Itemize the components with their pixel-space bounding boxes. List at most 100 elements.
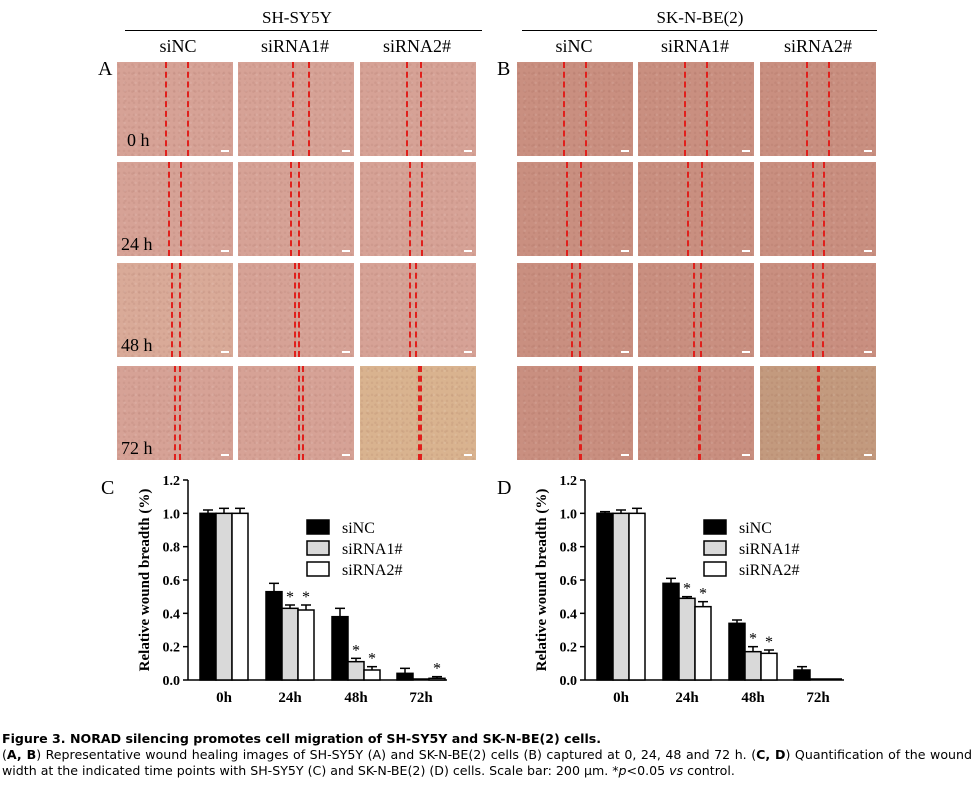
significance-star: * xyxy=(683,581,691,598)
bar-sirna1-0h xyxy=(612,512,630,681)
legend-label: siNC xyxy=(342,520,375,537)
panel-letter-a: A xyxy=(98,58,113,80)
bar-sirna2-0h xyxy=(628,512,646,681)
scale-bar xyxy=(221,454,229,456)
micrograph-b-sirna1-72h xyxy=(638,366,754,460)
bar-sirna2-48h xyxy=(760,652,778,681)
chart-c: Relative wound breadth (%) 0.0 0.2 0.4 0.6 0.… xyxy=(125,468,475,710)
micrograph-a-sirna2-72h xyxy=(360,366,476,460)
bar-sinc-0h xyxy=(199,512,217,681)
micrograph-b-sinc-0h xyxy=(517,62,633,156)
significance-star: * xyxy=(699,586,707,603)
wound-edge-line xyxy=(179,366,181,460)
micrograph-b-sirna1-24h xyxy=(638,162,754,256)
wound-edge-line xyxy=(812,162,814,256)
wound-edge-line xyxy=(409,162,411,256)
wound-edge-line xyxy=(580,366,582,460)
time-label: 72 h xyxy=(121,438,153,458)
col-label-b-sinc: siNC xyxy=(555,36,593,56)
bar-sinc-72h xyxy=(793,669,811,681)
x-tick-label: 48h xyxy=(344,690,368,706)
bar-sinc-48h xyxy=(331,615,349,681)
significance-star: * xyxy=(368,651,376,668)
wound-edge-line xyxy=(687,162,689,256)
micrograph-a-sirna2-48h xyxy=(360,263,476,357)
cell-texture xyxy=(117,162,233,256)
cell-texture xyxy=(238,366,354,460)
scale-bar xyxy=(342,150,350,152)
micrograph-b-sirna2-24h xyxy=(760,162,876,256)
wound-edge-line xyxy=(171,263,173,357)
bar-sinc-24h xyxy=(265,590,283,681)
legend-label: siNC xyxy=(739,520,772,537)
y-tick-label: 1.0 xyxy=(163,507,181,522)
wound-edge-line xyxy=(822,263,824,357)
wound-edge-line xyxy=(290,162,292,256)
micrograph-a-sinc-0h: 0 h xyxy=(117,62,233,156)
micrograph-b-sirna1-48h xyxy=(638,263,754,357)
scale-bar xyxy=(864,351,872,353)
wound-edge-line xyxy=(308,62,310,156)
group-title-sk-n-be2: SK-N-BE(2) xyxy=(656,8,744,27)
wound-edge-line xyxy=(812,263,814,357)
y-tick-label: 0.4 xyxy=(163,607,181,622)
legend-label: siRNA2# xyxy=(342,562,402,579)
wound-edge-line xyxy=(420,62,422,156)
wound-edge-line xyxy=(566,162,568,256)
caption-open-paren: ( xyxy=(2,747,7,762)
wound-edge-line xyxy=(585,62,587,156)
col-label-b-sirna2: siRNA2# xyxy=(783,36,852,56)
wound-edge-line xyxy=(420,366,422,460)
chart-d-svg: Relative wound breadth (%) 0.0 0.2 0.4 0.6 0.… xyxy=(534,474,844,706)
y-tick-label: 1.0 xyxy=(560,507,578,522)
micrograph-b-sinc-48h xyxy=(517,263,633,357)
legend-swatch xyxy=(306,540,330,556)
y-axis-label: Relative wound breadth (%) xyxy=(137,489,153,672)
wound-edge-line xyxy=(298,263,300,357)
caption-text2: ) Quantification of the wound width at t… xyxy=(2,747,972,778)
panel-letter-b: B xyxy=(497,58,511,80)
wound-edge-line xyxy=(298,162,300,256)
group-rule-sk-n-be2 xyxy=(522,30,877,31)
wound-edge-line xyxy=(174,366,176,460)
y-tick-label: 0.6 xyxy=(560,574,578,589)
wound-edge-line xyxy=(180,162,182,256)
x-tick-label: 24h xyxy=(675,690,699,706)
wound-edge-line xyxy=(571,263,573,357)
significance-star: * xyxy=(765,634,773,651)
scale-bar xyxy=(221,351,229,353)
scale-bar xyxy=(621,351,629,353)
micrograph-b-sirna2-0h xyxy=(760,62,876,156)
cell-texture xyxy=(638,263,754,357)
cell-texture xyxy=(638,366,754,460)
micrograph-a-sinc-48h: 48 h xyxy=(117,263,233,357)
scale-bar xyxy=(864,250,872,252)
micrograph-b-sirna1-0h xyxy=(638,62,754,156)
x-tick-label: 0h xyxy=(613,690,630,706)
col-label-a-sinc: siNC xyxy=(159,36,197,56)
time-label: 0 h xyxy=(127,130,150,150)
scale-bar xyxy=(464,454,472,456)
wound-edge-line xyxy=(409,263,411,357)
wound-edge-line xyxy=(302,366,304,460)
scale-bar xyxy=(221,150,229,152)
bar-sirna2-72h xyxy=(428,677,446,681)
micrograph-a-sirna1-48h xyxy=(238,263,354,357)
micrograph-b-sinc-24h xyxy=(517,162,633,256)
bar-sirna2-24h xyxy=(297,609,315,681)
cell-texture xyxy=(238,263,354,357)
y-tick-label: 0.4 xyxy=(560,607,578,622)
x-tick-label: 72h xyxy=(409,690,433,706)
wound-edge-line xyxy=(684,62,686,156)
caption-cd: C, D xyxy=(756,747,786,762)
cell-texture xyxy=(238,162,354,256)
caption-text4: control. xyxy=(683,763,735,778)
cell-texture xyxy=(360,263,476,357)
cell-texture xyxy=(517,263,633,357)
caption-text1: ) Representative wound healing images of… xyxy=(36,747,757,762)
cell-texture xyxy=(517,62,633,156)
cell-texture xyxy=(760,263,876,357)
legend-swatch xyxy=(703,561,727,577)
scale-bar xyxy=(864,454,872,456)
cell-texture xyxy=(517,162,633,256)
